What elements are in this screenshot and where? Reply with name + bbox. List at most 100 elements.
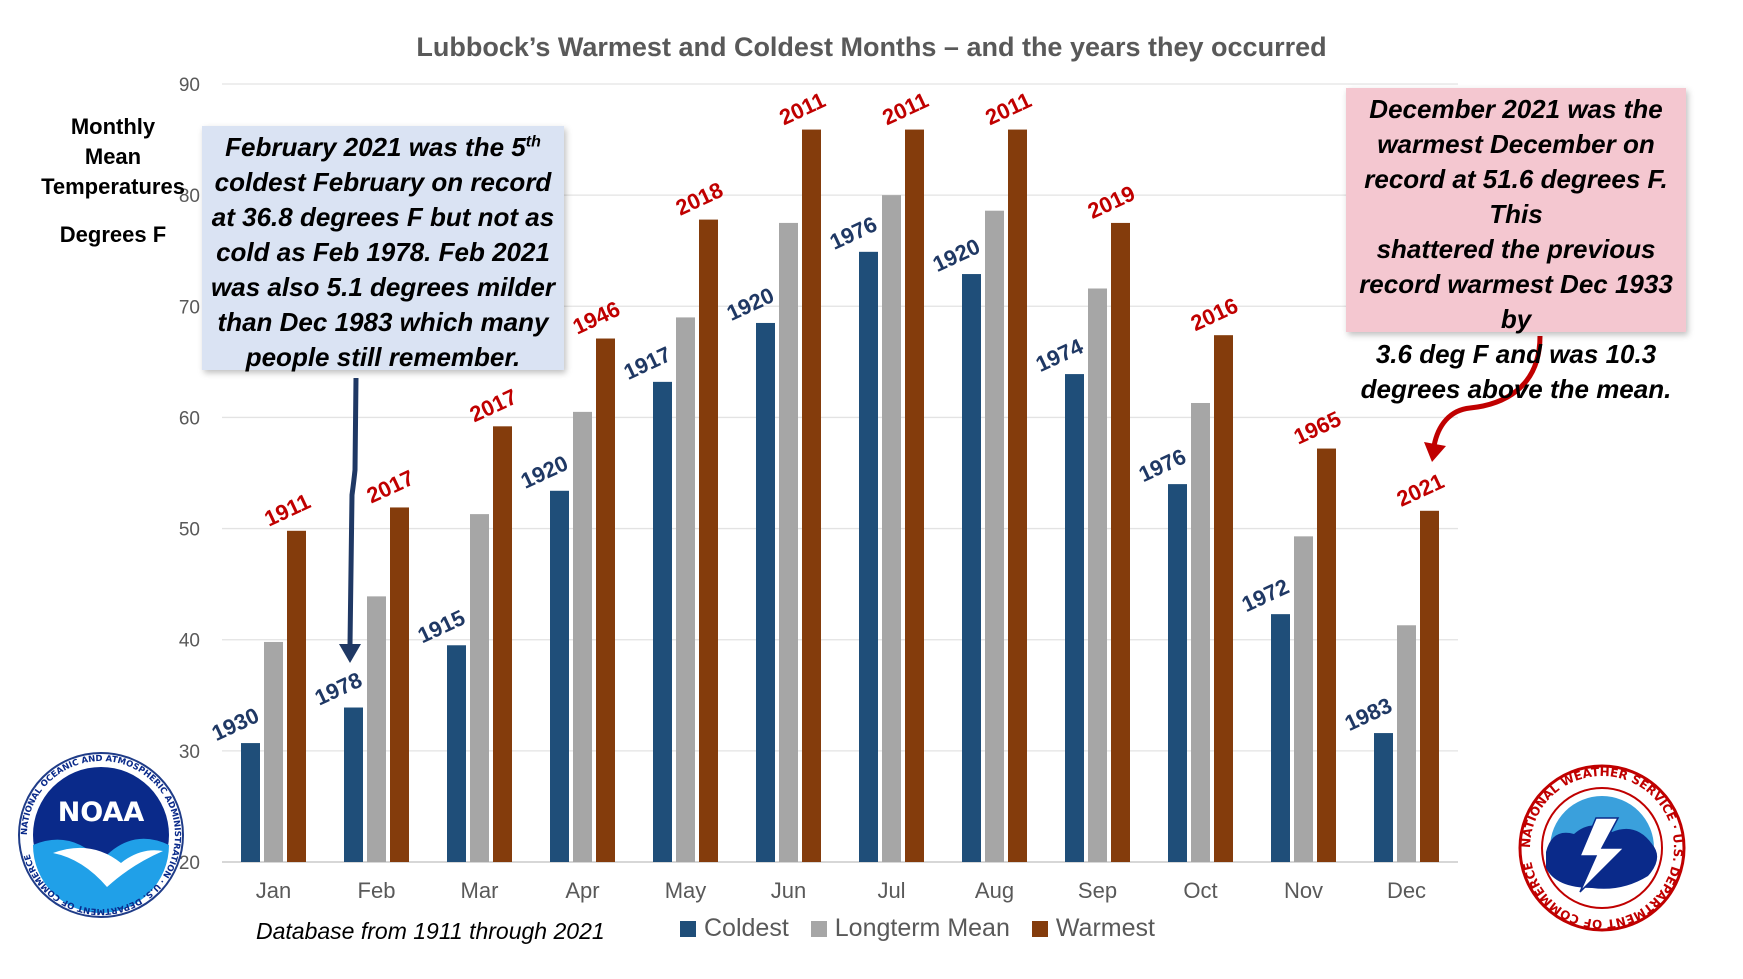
nws-logo: NATIONAL WEATHER SERVICE · U.S. DEPARTME… — [1518, 764, 1686, 932]
bar-coldest — [1065, 374, 1084, 862]
coldest-year-label: 1920 — [517, 450, 572, 493]
callout-left-line1: February 2021 was the 5 — [225, 132, 526, 162]
bar-coldest — [756, 322, 775, 862]
bar-mean — [676, 317, 695, 862]
callout-right-line2: warmest December on — [1377, 129, 1655, 159]
warmest-year-label: 2017 — [363, 465, 418, 508]
callout-right-line3: record at 51.6 degrees F. This — [1364, 164, 1668, 229]
bar-coldest — [1168, 484, 1187, 862]
bar-warmest — [1317, 448, 1336, 862]
x-tick-label: Apr — [565, 878, 599, 903]
callout-left-sup: th — [525, 133, 541, 151]
bar-warmest — [1008, 129, 1027, 862]
callout-left-line5: was also 5.1 degrees milder — [211, 272, 555, 302]
warmest-year-label: 2017 — [466, 384, 521, 427]
bar-warmest — [802, 129, 821, 862]
callout-left-line7: people still remember. — [245, 342, 521, 372]
x-tick-labels: Jan Feb Mar Apr May Jun Jul Aug Sep Oct Nov Dec — [256, 878, 1426, 903]
callout-left-line6: than Dec 1983 which many — [217, 307, 549, 337]
bar-coldest — [653, 381, 672, 862]
callout-left-line4: cold as Feb 1978. Feb 2021 — [216, 237, 550, 267]
warmest-year-label: 2021 — [1393, 468, 1448, 511]
warmest-year-label: 1946 — [569, 296, 624, 339]
coldest-year-label: 1915 — [414, 605, 469, 648]
y-tick-label: 70 — [179, 297, 200, 318]
y-tick-label: 60 — [179, 408, 200, 429]
coldest-year-label: 1972 — [1238, 574, 1293, 617]
x-tick-label: May — [665, 878, 707, 903]
chart-title: Lubbock’s Warmest and Coldest Months – a… — [416, 32, 1327, 62]
y-tick-label: 20 — [179, 853, 200, 874]
coldest-year-label: 1978 — [311, 667, 366, 710]
coldest-year-label: 1974 — [1032, 333, 1088, 377]
legend-item-coldest: Coldest — [680, 914, 789, 943]
legend-swatch-mean — [810, 920, 827, 937]
warmest-year-label: 2011 — [981, 87, 1035, 130]
bar-mean — [1191, 402, 1210, 862]
callout-left-line3: at 36.8 degrees F but not as — [211, 202, 555, 232]
bar-warmest — [596, 338, 615, 862]
y-axis-label-line1: Monthly — [70, 114, 156, 139]
y-tick-label: 80 — [179, 186, 200, 207]
bar-warmest — [1420, 510, 1439, 862]
bar-coldest — [241, 743, 260, 862]
warmest-year-label: 1911 — [260, 489, 314, 532]
coldest-year-label: 1976 — [826, 211, 881, 254]
bar-warmest — [1111, 222, 1130, 862]
warmest-year-label: 1965 — [1290, 406, 1345, 449]
y-axis-label-line4: Degrees F — [59, 222, 167, 247]
legend-label-coldest: Coldest — [704, 914, 789, 942]
legend-item-mean: Longterm Mean — [810, 914, 1010, 943]
warmest-year-label: 2016 — [1187, 293, 1242, 336]
x-tick-label: Aug — [975, 878, 1014, 903]
bar-mean — [264, 641, 283, 862]
x-tick-label: Jun — [771, 878, 806, 903]
bar-mean — [573, 411, 592, 862]
bar-warmest — [287, 530, 306, 862]
x-tick-label: Nov — [1284, 878, 1323, 903]
x-tick-label: Jan — [256, 878, 291, 903]
warmest-year-label: 2011 — [775, 87, 829, 130]
coldest-year-label: 1917 — [620, 341, 675, 384]
warmest-year-label: 2019 — [1084, 180, 1139, 223]
callout-december-2021: December 2021 was the warmest December o… — [1346, 88, 1686, 404]
coldest-year-label: 1976 — [1135, 444, 1190, 487]
coldest-year-label: 1930 — [208, 703, 263, 746]
callout-right-line7: degrees above the mean. — [1360, 374, 1672, 404]
bar-mean — [1397, 625, 1416, 862]
legend-swatch-warmest — [1031, 920, 1048, 937]
y-tick-labels: 20 30 40 50 60 70 80 90 — [179, 75, 200, 874]
y-axis-label-line2: Mean — [84, 144, 142, 169]
bar-warmest — [905, 129, 924, 862]
legend-item-warmest: Warmest — [1031, 914, 1155, 943]
bar-mean — [1088, 288, 1107, 862]
bar-mean — [985, 210, 1004, 862]
y-axis-label-line3: Temperatures — [41, 174, 185, 199]
coldest-year-label: 1920 — [723, 282, 778, 325]
bar-coldest — [550, 490, 569, 862]
bar-coldest — [447, 645, 466, 862]
bar-mean — [1294, 536, 1313, 862]
x-tick-label: Mar — [461, 878, 499, 903]
database-footnote: Database from 1911 through 2021 — [256, 918, 605, 944]
y-tick-label: 90 — [179, 75, 200, 96]
warmest-year-label: 2018 — [672, 177, 727, 220]
bar-warmest — [1214, 335, 1233, 862]
bar-coldest — [1374, 733, 1393, 862]
callout-right-line4: shattered the previous — [1376, 234, 1656, 264]
bar-warmest — [390, 507, 409, 862]
bars — [241, 129, 1439, 863]
x-tick-label: Sep — [1078, 878, 1117, 903]
y-tick-label: 30 — [179, 742, 200, 763]
warmest-year-label: 2011 — [878, 87, 932, 130]
bar-coldest — [344, 707, 363, 862]
callout-right-line1: December 2021 was the — [1369, 94, 1663, 124]
bar-coldest — [1271, 614, 1290, 862]
bar-mean — [779, 222, 798, 862]
legend-label-mean: Longterm Mean — [834, 914, 1010, 942]
x-tick-label: Feb — [358, 878, 396, 903]
legend-swatch-coldest — [680, 920, 696, 937]
bar-mean — [882, 195, 901, 863]
x-tick-label: Dec — [1387, 878, 1426, 903]
